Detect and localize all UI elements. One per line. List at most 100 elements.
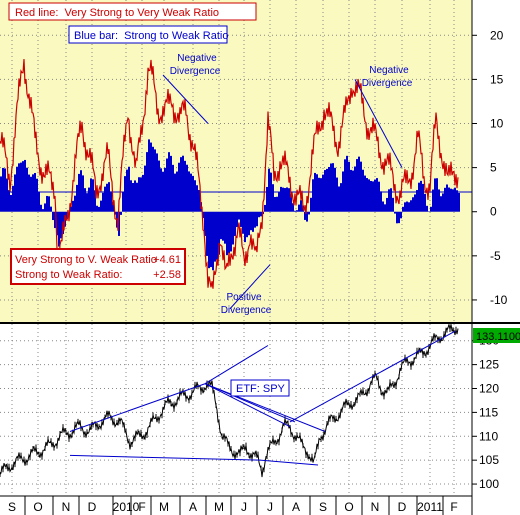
blue-bar	[362, 169, 364, 212]
blue-bar	[184, 160, 186, 212]
blue-bar	[242, 211, 244, 234]
blue-bar	[274, 196, 276, 212]
blue-bar	[394, 211, 396, 214]
blue-bar	[300, 200, 302, 212]
blue-bar	[108, 182, 110, 212]
x-tick-label: 2011	[417, 500, 443, 514]
blue-bar	[180, 157, 182, 212]
blue-bar	[148, 139, 150, 212]
blue-bar	[32, 174, 34, 212]
blue-bar	[158, 160, 160, 212]
blue-bar	[348, 161, 350, 212]
readout-blue-label: Strong to Weak Ratio:	[15, 269, 122, 281]
blue-bar	[40, 204, 42, 212]
blue-bar	[240, 211, 242, 227]
blue-bar	[36, 178, 38, 212]
blue-bar	[432, 189, 434, 212]
blue-bar	[12, 185, 14, 212]
blue-bar	[288, 188, 290, 212]
blue-bar	[2, 167, 4, 212]
blue-bar	[380, 191, 382, 212]
blue-bar	[44, 203, 46, 212]
blue-bar	[316, 174, 318, 212]
blue-bar	[324, 170, 326, 212]
blue-bar	[276, 196, 278, 212]
blue-bar	[264, 204, 266, 212]
blue-bar	[286, 187, 288, 212]
blue-bar	[182, 155, 184, 212]
x-tick-label: O	[33, 500, 42, 514]
blue-bar	[334, 167, 336, 212]
blue-bar	[418, 182, 420, 212]
blue-bar	[112, 201, 114, 212]
blue-bar	[426, 205, 428, 212]
x-tick-label: A	[292, 500, 300, 514]
lower-ytick-label: 125	[479, 358, 499, 372]
blue-bar	[238, 211, 240, 220]
blue-bar	[442, 193, 444, 212]
blue-bar	[280, 186, 282, 212]
blue-bar	[140, 177, 142, 212]
x-tick-label: F	[138, 500, 145, 514]
blue-bar	[154, 149, 156, 212]
legend-blue-box	[68, 25, 228, 44]
blue-bar	[294, 210, 296, 212]
blue-bar	[306, 211, 308, 222]
blue-bar	[152, 146, 154, 212]
blue-bar	[452, 189, 454, 212]
blue-bar	[404, 202, 406, 212]
blue-bar	[382, 201, 384, 212]
x-tick-label: S	[8, 500, 16, 514]
blue-bar	[310, 197, 312, 212]
blue-bar	[256, 211, 258, 227]
blue-bar	[206, 211, 208, 256]
blue-bar	[268, 168, 270, 212]
blue-bar	[436, 178, 438, 212]
blue-bar	[320, 178, 322, 212]
x-tick-label: J	[241, 500, 247, 514]
blue-bar	[98, 206, 100, 212]
blue-bar	[368, 179, 370, 212]
blue-bar	[134, 180, 136, 212]
annotation-positive-line2: Divergence	[221, 305, 272, 316]
trend-line	[69, 454, 261, 461]
blue-bar	[416, 190, 418, 212]
blue-bar	[204, 211, 206, 236]
blue-bar	[136, 182, 138, 212]
x-tick-label: O	[344, 500, 353, 514]
blue-bar	[172, 164, 174, 212]
blue-bar	[192, 175, 194, 212]
blue-bar	[400, 211, 402, 219]
blue-bar	[350, 169, 352, 212]
blue-bar	[164, 167, 166, 212]
blue-bar	[124, 176, 126, 212]
blue-bar	[410, 200, 412, 212]
blue-bar	[50, 206, 52, 212]
ratio-readout: Very Strong to V. Weak Ratio +4.61 Stron…	[10, 248, 186, 285]
blue-bar	[16, 166, 18, 212]
blue-bar	[296, 210, 298, 212]
trend-lines	[69, 330, 456, 466]
upper-ytick-label: 10	[490, 117, 504, 131]
blue-bar	[104, 186, 106, 212]
blue-bar	[344, 159, 346, 212]
blue-bar	[252, 211, 254, 232]
blue-bar	[420, 180, 422, 212]
etf-label-box	[230, 379, 290, 397]
blue-bar	[42, 209, 44, 212]
blue-bar	[282, 187, 284, 212]
blue-bar	[22, 161, 24, 212]
readout-box	[10, 248, 186, 285]
lower-panel-background	[0, 324, 472, 496]
etf-label: ETF: SPY	[230, 379, 290, 397]
divergence-line	[162, 74, 209, 124]
blue-bar	[360, 161, 362, 212]
blue-bar	[358, 156, 360, 212]
blue-bar	[290, 193, 292, 212]
upper-y-axis: 20 15 10 5 0 -5 -10	[472, 28, 508, 307]
blue-bar	[260, 211, 262, 217]
blue-bar	[26, 167, 28, 212]
blue-bar	[28, 174, 30, 212]
blue-bar	[456, 190, 458, 212]
